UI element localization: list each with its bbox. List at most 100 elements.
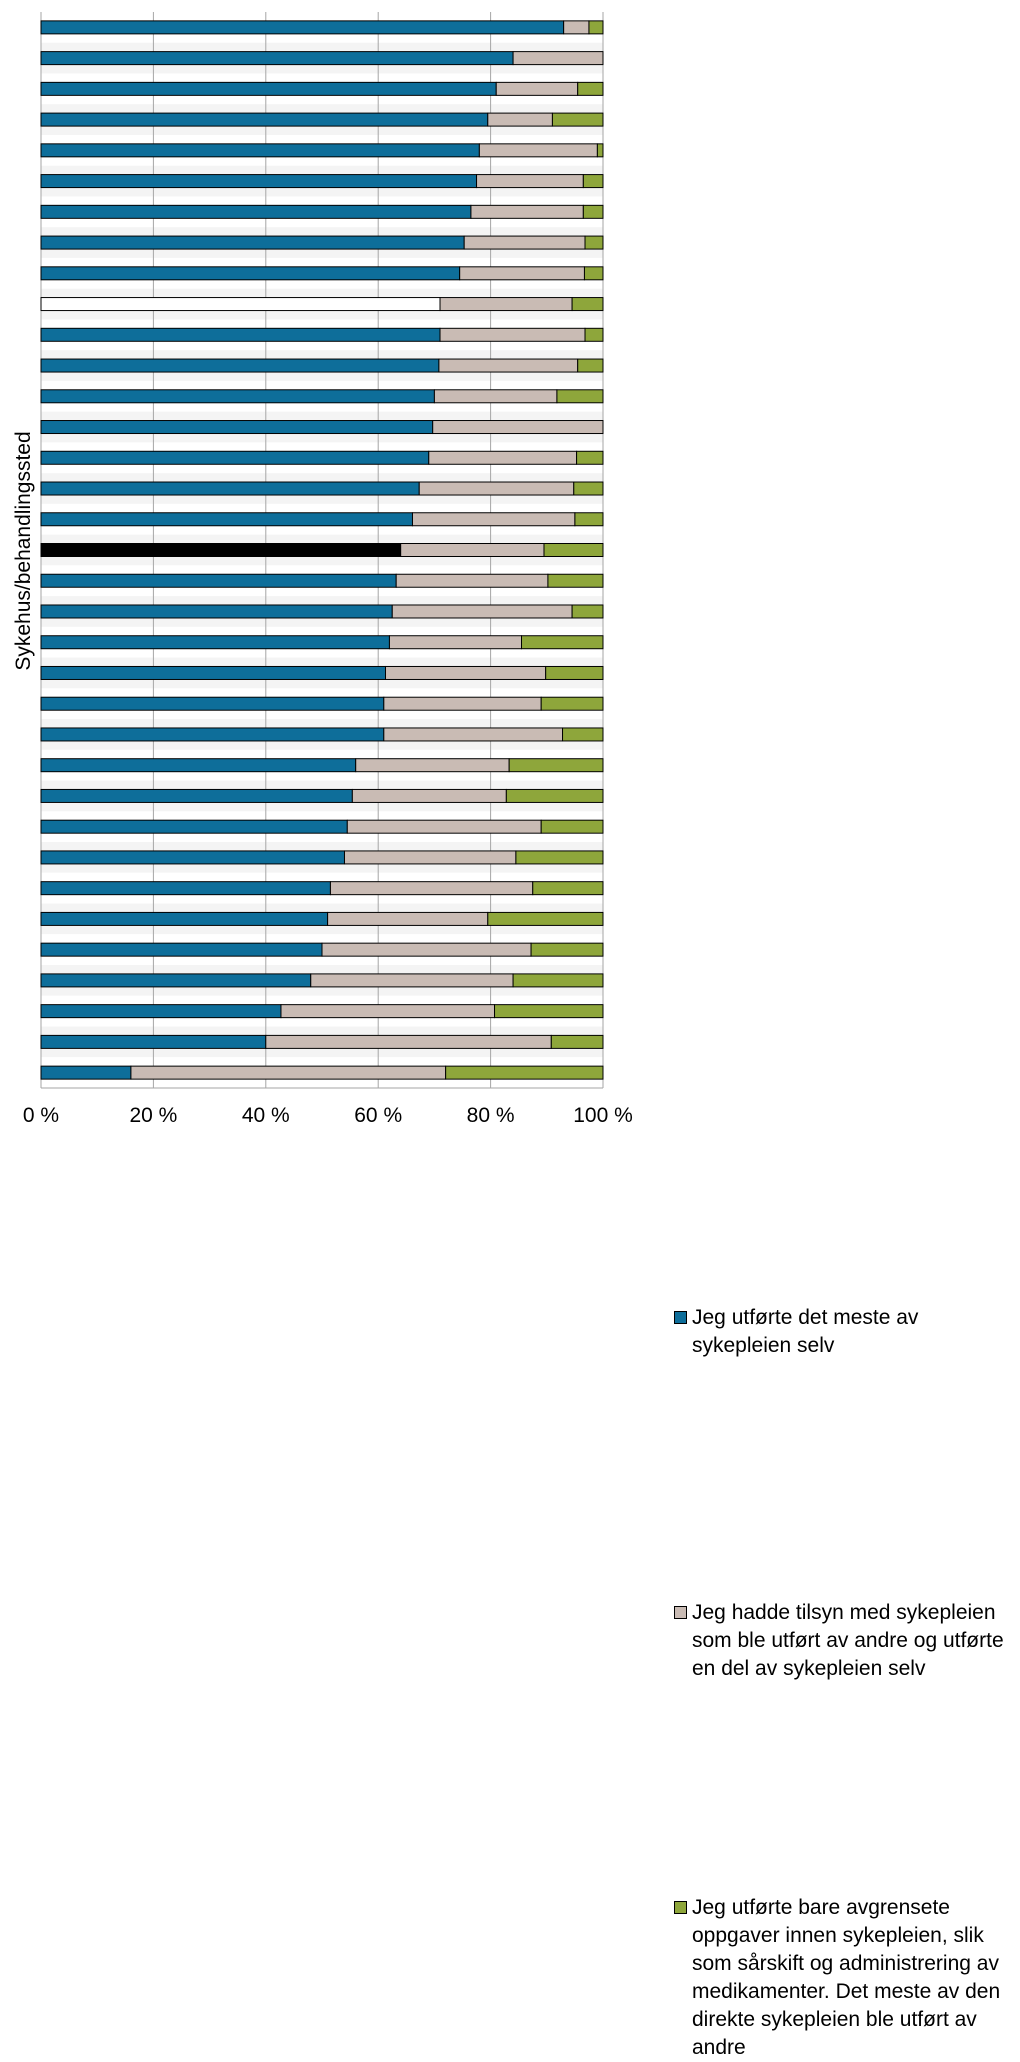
bar-segment-s1-r13 (432, 420, 604, 435)
bar-segment-s1-r33 (265, 1034, 552, 1049)
bar-segment-s1-r32 (280, 1004, 496, 1019)
bar-segment-s2-r23 (562, 727, 604, 742)
bar-segment-s1-r27 (343, 850, 517, 865)
bar-segment-s2-r10 (584, 327, 604, 342)
bar-segment-s1-r29 (327, 911, 489, 926)
bar-segment-s0-r4 (40, 143, 480, 158)
x-tick-label: 100 % (573, 1104, 633, 1127)
bar-segment-s0-r29 (40, 911, 329, 926)
bar-segment-s0-r15 (40, 481, 420, 496)
bar-segment-s1-r25 (351, 788, 507, 803)
bar-segment-s1-r34 (130, 1065, 447, 1080)
legend-swatch-self (674, 1311, 687, 1324)
bar-segment-s1-r20 (388, 635, 523, 650)
bar-segment-s2-r6 (582, 204, 604, 219)
bar-segment-s1-r19 (391, 604, 573, 619)
bar-segment-s2-r19 (571, 604, 604, 619)
bar-segment-s1-r15 (418, 481, 575, 496)
legend-label-self: Jeg utførte det meste av sykepleien selv (692, 1306, 919, 1357)
bar-segment-s2-r21 (545, 665, 604, 680)
bar-segment-s1-r23 (383, 727, 564, 742)
bar-segment-s1-r8 (459, 266, 585, 281)
bar-segment-s0-r0 (40, 20, 565, 35)
bar-segment-s1-r16 (411, 512, 576, 527)
bar-segment-s2-r30 (530, 942, 604, 957)
x-tick-label: 0 % (23, 1104, 59, 1127)
bar-segment-s2-r27 (515, 850, 604, 865)
bar-segment-s1-r3 (487, 112, 553, 127)
bar-segment-s0-r11 (40, 358, 440, 373)
x-tick-label: 20 % (129, 1104, 177, 1127)
bar-segment-s2-r29 (487, 911, 604, 926)
bar-segment-s0-r17 (40, 543, 402, 557)
bar-segment-s0-r33 (40, 1034, 267, 1049)
stacked-bar-chart: 0 % 20 % 40 % 60 % 80 % 100 % Sykehus/behandl… (12, 12, 633, 1127)
bar-segment-s1-r4 (478, 143, 598, 158)
bar-segment-s2-r12 (556, 389, 604, 404)
bar-segment-s2-r33 (550, 1034, 604, 1049)
bar-segment-s2-r3 (551, 112, 604, 127)
bar-segment-s2-r9 (571, 297, 604, 312)
bar-segment-s0-r19 (40, 604, 393, 619)
bar-segment-s2-r8 (583, 266, 604, 281)
bar-segment-s0-r18 (40, 573, 397, 588)
bar-segment-s0-r12 (40, 389, 435, 404)
bar-segment-s2-r25 (505, 788, 604, 803)
bar-segment-s2-r20 (521, 635, 604, 650)
legend-item-limited: Jeg utførte bare avgrensete oppgaver inn… (674, 1894, 1014, 2062)
bar-segment-s0-r25 (40, 788, 353, 803)
bar-segment-s2-r17 (543, 543, 604, 557)
bar-segment-s2-r7 (584, 235, 604, 250)
bar-segment-s1-r30 (321, 942, 532, 957)
bar-segment-s2-r0 (588, 20, 604, 35)
bar-segment-s0-r34 (40, 1065, 132, 1080)
bar-segment-s1-r7 (463, 235, 586, 250)
bar-segment-s1-r2 (495, 81, 579, 96)
bar-segment-s1-r17 (400, 543, 545, 557)
legend-label-limited: Jeg utførte bare avgrensete oppgaver inn… (692, 1896, 1001, 2059)
bar-segment-s0-r6 (40, 204, 472, 219)
legend-item-supervised: Jeg hadde tilsyn med sykepleien som ble … (674, 1599, 1014, 1683)
bar-segment-s0-r1 (40, 51, 514, 66)
bar-segment-s0-r27 (40, 850, 345, 865)
bar-segment-s0-r28 (40, 881, 331, 896)
bar-segment-s1-r9 (439, 297, 573, 312)
bar-segment-s2-r24 (508, 758, 604, 773)
bar-segment-s0-r10 (40, 327, 441, 342)
bar-segment-s0-r32 (40, 1004, 282, 1019)
bar-segment-s0-r23 (40, 727, 385, 742)
x-tick-label: 80 % (467, 1104, 515, 1127)
bar-segment-s0-r9 (40, 297, 441, 312)
bar-segment-s0-r16 (40, 512, 413, 527)
bar-segment-s2-r28 (532, 881, 604, 896)
bar-segment-s1-r31 (310, 973, 514, 988)
bar-segment-s1-r6 (470, 204, 584, 219)
bar-segment-s0-r14 (40, 450, 430, 465)
bar-segment-s0-r24 (40, 758, 357, 773)
chart: 0 % 20 % 40 % 60 % 80 % 100 % Sykehus/behandl… (12, 12, 1004, 2059)
bar-segment-s2-r16 (574, 512, 604, 527)
bar-segment-s1-r5 (476, 174, 584, 189)
bar-segment-s1-r10 (439, 327, 586, 342)
bar-segment-s0-r31 (40, 973, 312, 988)
bar-segment-s2-r14 (576, 450, 604, 465)
legend-item-self: Jeg utførte det meste av sykepleien selv (674, 1304, 1014, 1360)
bar-segment-s2-r18 (547, 573, 604, 588)
bar-segment-s2-r31 (512, 973, 604, 988)
bar-segment-s1-r21 (385, 665, 547, 680)
bar-segment-s2-r22 (540, 696, 604, 711)
bar-segment-s2-r32 (494, 1004, 604, 1019)
bar-segment-s1-r0 (563, 20, 590, 35)
bar-segment-s2-r15 (573, 481, 604, 496)
bar-segment-s2-r34 (445, 1065, 604, 1080)
bar-segment-s0-r5 (40, 174, 478, 189)
bar-segment-s0-r8 (40, 266, 461, 281)
bar-segment-s0-r30 (40, 942, 323, 957)
bar-segment-s2-r4 (596, 143, 604, 158)
bar-segment-s0-r21 (40, 665, 387, 680)
bar-segment-s2-r26 (540, 819, 604, 834)
bar-segment-s1-r24 (355, 758, 510, 773)
bar-segment-s0-r2 (40, 81, 497, 96)
y-axis-label: Sykehus/behandlingssted (12, 431, 35, 670)
bar-segment-s1-r18 (395, 573, 549, 588)
